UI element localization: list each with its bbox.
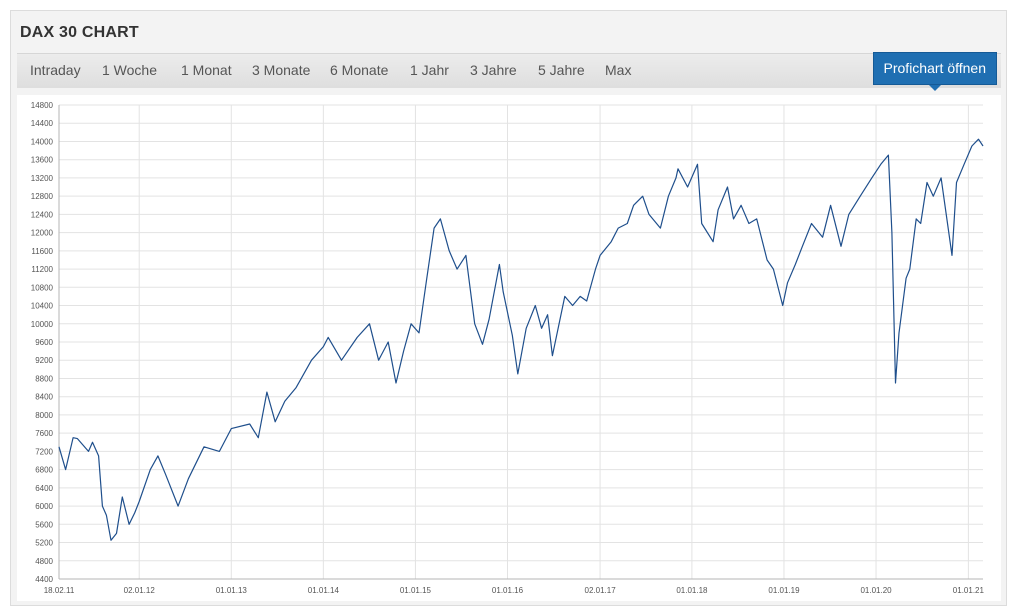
x-tick-label: 01.01.18 <box>676 586 708 595</box>
x-tick-label: 01.01.15 <box>400 586 432 595</box>
x-tick-label: 01.01.20 <box>860 586 892 595</box>
chart-widget: DAX 30 CHART Intraday 1 Woche 1 Monat 3 … <box>10 10 1007 606</box>
x-tick-label: 01.01.13 <box>216 586 248 595</box>
y-tick-label: 12400 <box>31 210 54 219</box>
y-tick-label: 8400 <box>35 393 53 402</box>
y-tick-label: 6000 <box>35 502 53 511</box>
y-tick-label: 4400 <box>35 575 53 584</box>
tab-5-jahre[interactable]: 5 Jahre <box>538 62 585 78</box>
tab-1-monat[interactable]: 1 Monat <box>181 62 232 78</box>
x-tick-label: 02.01.17 <box>585 586 617 595</box>
y-tick-label: 4800 <box>35 557 53 566</box>
y-tick-label: 12000 <box>31 229 54 238</box>
y-tick-label: 14000 <box>31 137 54 146</box>
y-tick-label: 9200 <box>35 356 53 365</box>
y-tick-label: 6800 <box>35 466 53 475</box>
x-tick-label: 02.01.12 <box>124 586 156 595</box>
y-tick-label: 8000 <box>35 411 53 420</box>
tab-6-monate[interactable]: 6 Monate <box>330 62 389 78</box>
y-tick-label: 13200 <box>31 174 54 183</box>
y-tick-label: 12800 <box>31 192 54 201</box>
y-tick-label: 10400 <box>31 302 54 311</box>
y-tick-label: 8800 <box>35 374 53 383</box>
y-tick-label: 10000 <box>31 320 54 329</box>
timeframe-tabs: Intraday 1 Woche 1 Monat 3 Monate 6 Mona… <box>17 53 1001 88</box>
y-tick-label: 14800 <box>31 101 54 110</box>
dax-line-chart: 4400 4800 5200 5600 6000 6400 6800 7200 7600 8000… <box>31 101 985 595</box>
y-tick-label: 7600 <box>35 429 53 438</box>
series-line <box>58 138 984 541</box>
y-tick-label: 5200 <box>35 539 53 548</box>
y-tick-label: 13600 <box>31 156 54 165</box>
tab-1-woche[interactable]: 1 Woche <box>102 62 157 78</box>
widget-title: DAX 30 CHART <box>20 24 139 41</box>
y-tick-label: 10800 <box>31 283 54 292</box>
profichart-button[interactable]: Profichart öffnen <box>872 52 997 91</box>
y-tick-label: 11600 <box>31 247 53 256</box>
tab-3-jahre[interactable]: 3 Jahre <box>470 62 517 78</box>
y-tick-label: 9600 <box>35 338 53 347</box>
y-tick-label: 6400 <box>35 484 53 493</box>
x-tick-label: 18.02.11 <box>44 586 75 595</box>
tab-3-monate[interactable]: 3 Monate <box>252 62 311 78</box>
y-tick-label: 11200 <box>31 265 53 274</box>
tab-intraday[interactable]: Intraday <box>30 62 81 78</box>
x-tick-label: 01.01.14 <box>308 586 340 595</box>
x-tick-label: 01.01.19 <box>768 586 800 595</box>
y-tick-label: 7200 <box>35 447 53 456</box>
tab-1-jahr[interactable]: 1 Jahr <box>410 62 449 78</box>
x-tick-label: 01.01.21 <box>953 586 985 595</box>
y-tick-label: 5600 <box>35 520 53 529</box>
tab-max[interactable]: Max <box>605 62 632 78</box>
chart-area: 4400 4800 5200 5600 6000 6400 6800 7200 7600 8000… <box>17 95 1001 601</box>
y-tick-label: 14400 <box>31 119 54 128</box>
x-tick-label: 01.01.16 <box>492 586 524 595</box>
